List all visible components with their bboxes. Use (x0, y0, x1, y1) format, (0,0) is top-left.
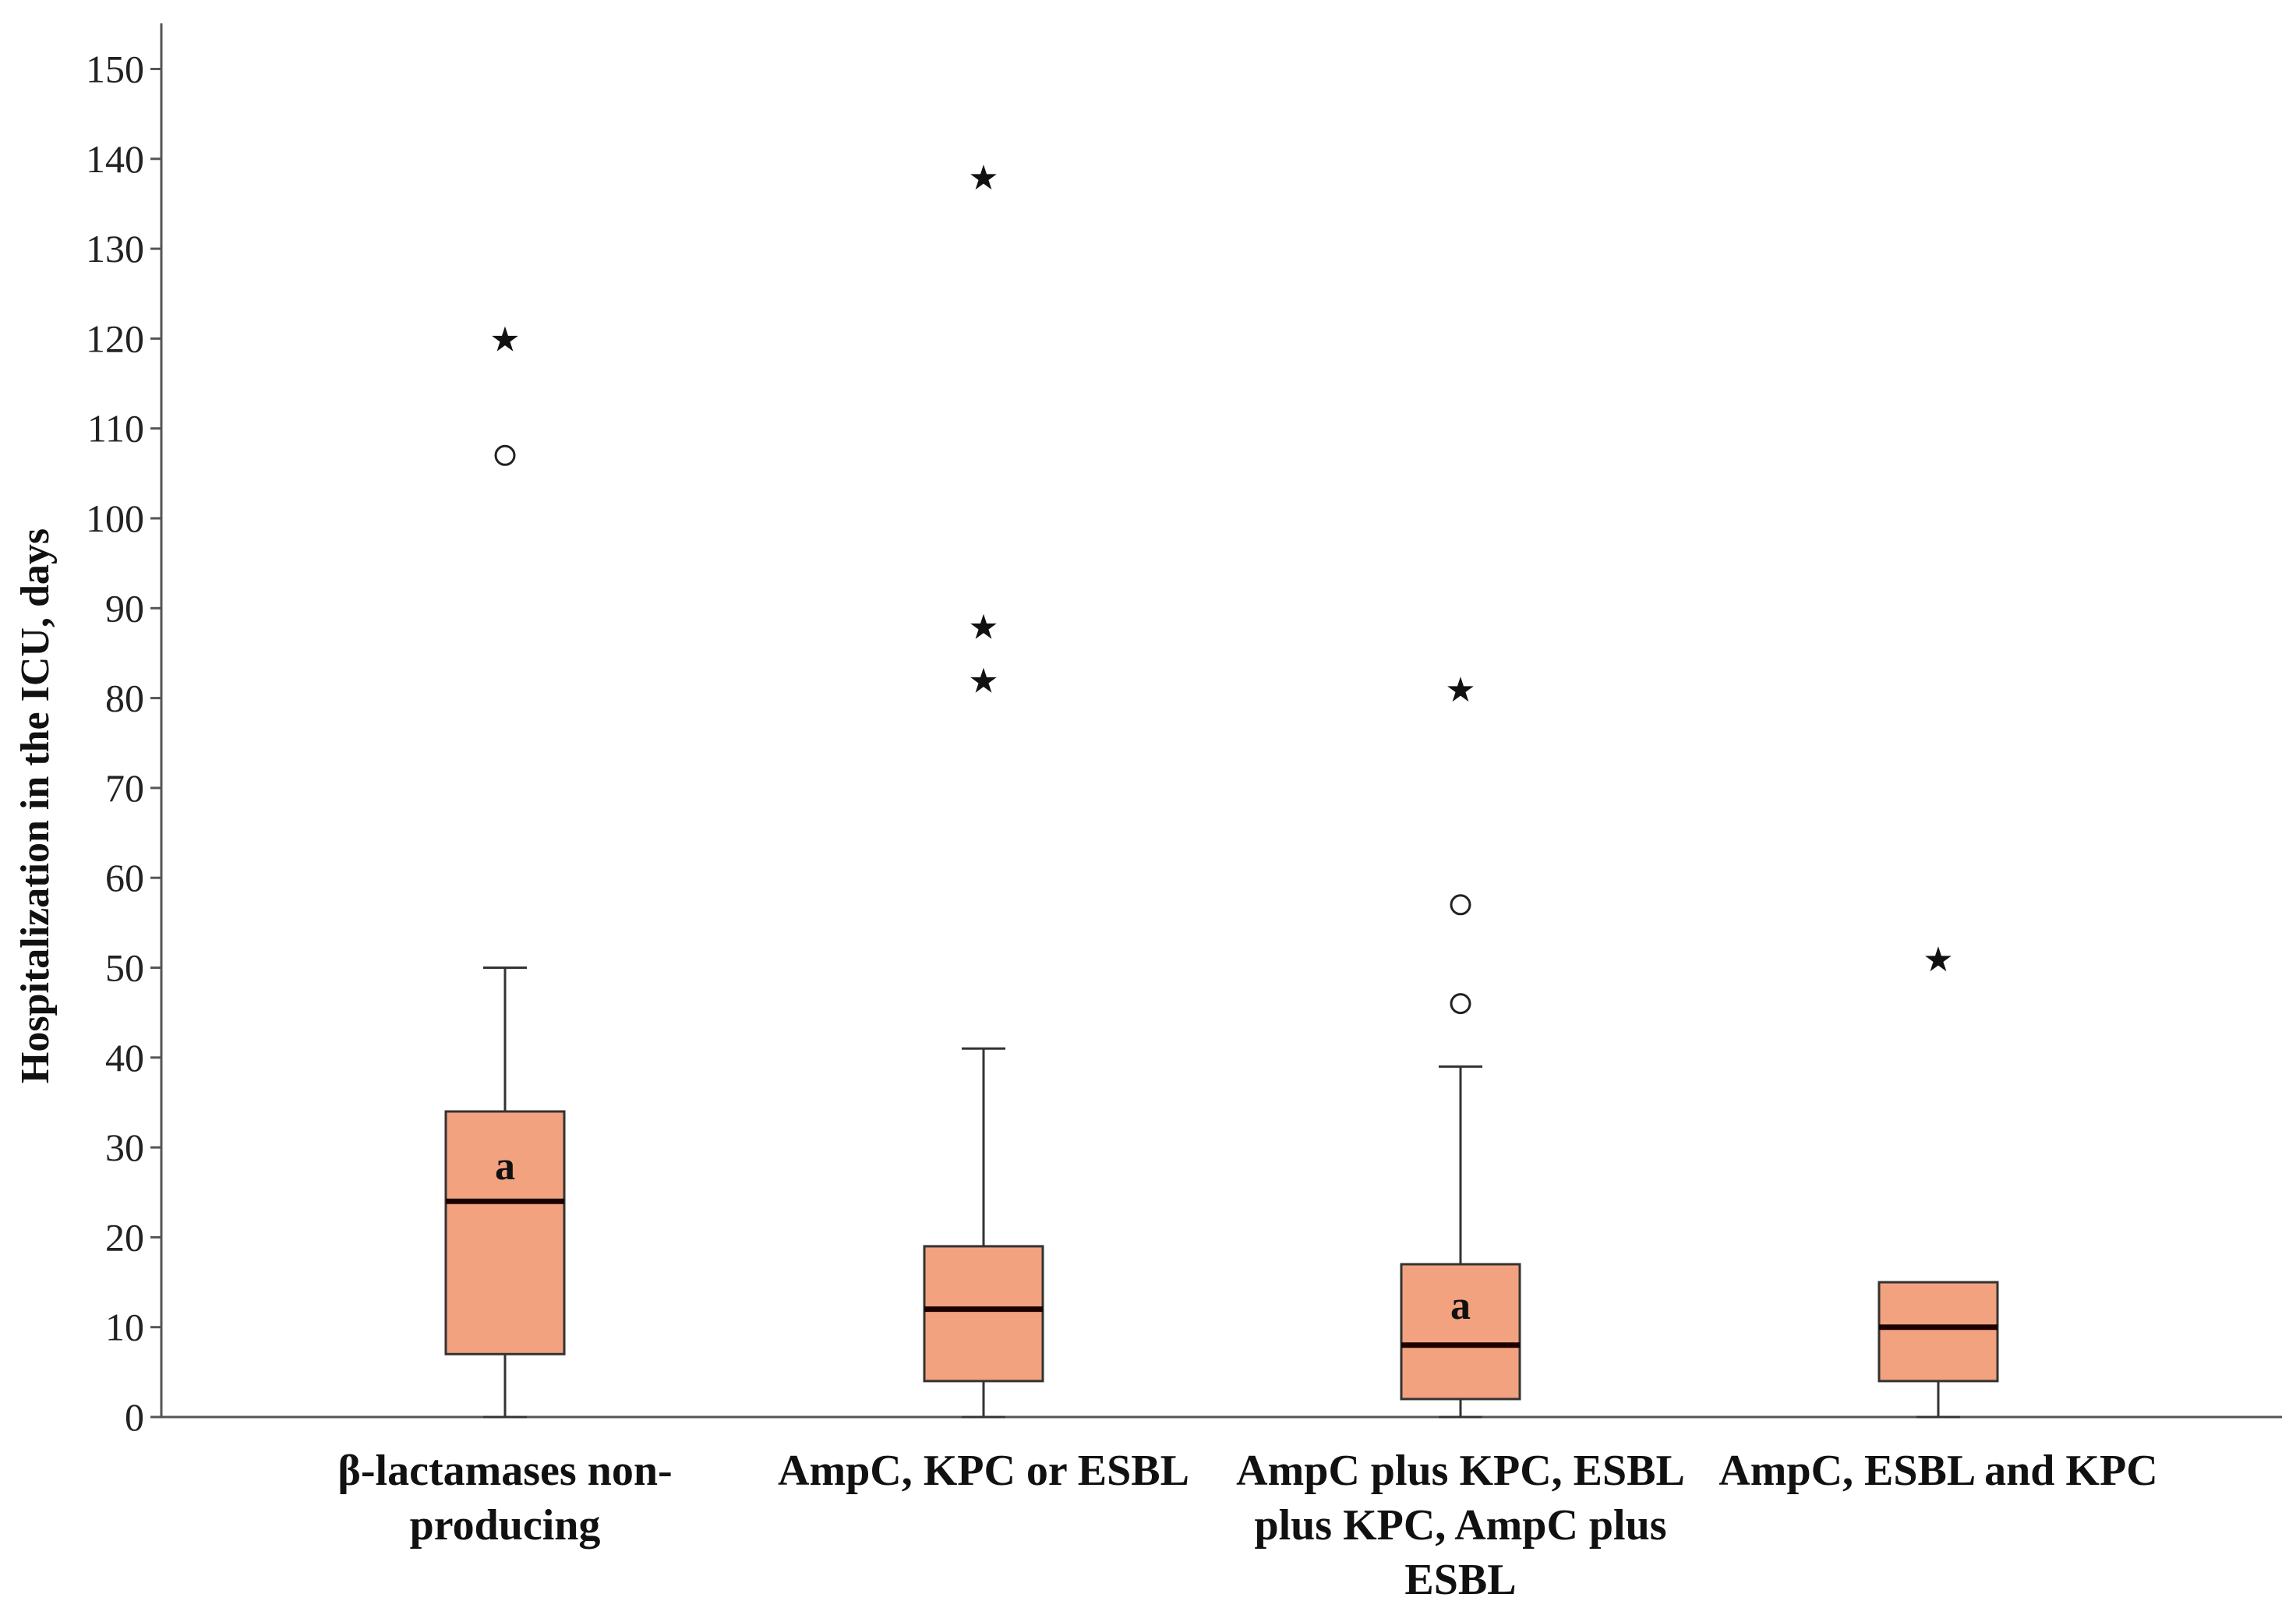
x-category-label-line: AmpC, KPC or ESBL (778, 1447, 1189, 1495)
iqr-box (923, 1245, 1044, 1383)
outlier-extreme-star: ★ (968, 607, 998, 647)
x-category-label: β-lactamases non-producing (337, 1447, 672, 1550)
box-group: a★ (1400, 670, 1521, 1419)
y-tick-label: 110 (87, 407, 144, 451)
box-group: a★ (444, 320, 566, 1419)
outlier-extreme-star: ★ (1923, 940, 1953, 980)
box-annotation: a (495, 1144, 515, 1189)
x-category-label-line: plus KPC, AmpC plus (1254, 1501, 1666, 1550)
category-labels: β-lactamases non-producing AmpC, KPC or E… (337, 1447, 2157, 1604)
y-tick-label: 60 (105, 856, 144, 899)
y-tick-label: 50 (105, 946, 144, 990)
outlier-circle (1450, 894, 1471, 916)
y-tick-label: 40 (105, 1036, 144, 1080)
x-category-label: AmpC, KPC or ESBL (778, 1447, 1189, 1495)
x-category-label: AmpC plus KPC, ESBL plus KPC, AmpC plus ES… (1236, 1447, 1685, 1604)
y-tick-label: 70 (105, 766, 144, 810)
y-tick-label: 120 (86, 316, 144, 360)
boxes: a★★★★a★★ (444, 158, 1999, 1419)
y-tick-label: 30 (105, 1126, 144, 1169)
y-tick-label: 80 (105, 677, 144, 720)
y-tick-label: 150 (86, 48, 144, 91)
x-category-label-line: AmpC plus KPC, ESBL (1236, 1447, 1685, 1495)
y-tick-label: 100 (86, 497, 144, 540)
outlier-extreme-star: ★ (968, 158, 998, 198)
outlier-extreme-star: ★ (1445, 670, 1475, 710)
iqr-box (1400, 1263, 1521, 1401)
y-tick-label: 20 (105, 1215, 144, 1259)
box-group: ★ (1877, 940, 1999, 1419)
box-group: ★ ★ ★ (923, 158, 1044, 1419)
y-tick-label: 0 (125, 1395, 144, 1439)
y-axis: 0 10 20 30 40 50 60 70 80 90 100 110 120 130 140 150 (86, 23, 163, 1439)
x-category-label-line: β-lactamases non- (337, 1447, 672, 1495)
iqr-box (1877, 1281, 1999, 1383)
box-annotation: a (1450, 1284, 1471, 1328)
outlier-circle (1450, 993, 1471, 1015)
x-category-label-line: producing (410, 1501, 601, 1550)
outlier-extreme-star: ★ (489, 320, 520, 359)
x-category-label-line: ESBL (1404, 1556, 1516, 1604)
x-category-label-line: AmpC, ESBL and KPC (1718, 1447, 2157, 1495)
iqr-box (444, 1110, 566, 1355)
outlier-extreme-star: ★ (968, 662, 998, 701)
y-tick-label: 130 (86, 227, 144, 270)
y-tick-label: 10 (105, 1306, 144, 1349)
y-tick-label: 140 (86, 137, 144, 181)
y-tick-label: 90 (105, 586, 144, 630)
x-category-label: AmpC, ESBL and KPC (1718, 1447, 2157, 1495)
y-axis-title: Hospitalization in the ICU, days (13, 528, 58, 1083)
outlier-circle (494, 444, 516, 466)
